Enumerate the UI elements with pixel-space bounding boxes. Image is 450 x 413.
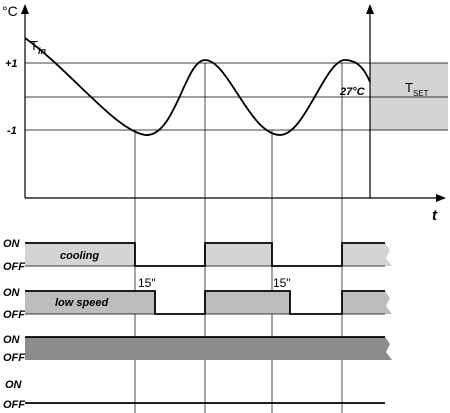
drop-lines [134,63,343,413]
off-label: OFF [3,309,25,321]
fan-fill [25,337,392,360]
on-label: ON [5,379,23,391]
plus-label: +1 [5,58,18,70]
on-label: ON [3,334,21,346]
y-arrow [21,4,29,14]
lowspeed-fill [25,291,392,314]
x-label: t [432,207,438,224]
row-label: cooling [60,250,99,262]
off-label: OFF [3,261,25,273]
t-set: TSET [405,80,429,98]
on-label: ON [3,287,21,299]
set-value: 27°C [339,86,366,98]
time-arrow [366,4,374,14]
temperature-curve [24,37,371,136]
y-unit: °C [2,3,18,19]
setpoint-band [370,63,448,130]
delay-label: 15" [273,276,291,290]
off-label: OFF [3,399,25,411]
cooling-signal [25,242,385,267]
t-in: Tin [30,38,46,56]
x-arrow [436,194,446,202]
minus-label: -1 [7,125,17,137]
delay-label: 15" [138,276,156,290]
row-label: low speed [55,297,108,309]
cooling-fill [25,243,392,266]
lowspeed-signal [25,290,385,315]
on-label: ON [3,238,21,250]
off-label: OFF [3,352,25,364]
